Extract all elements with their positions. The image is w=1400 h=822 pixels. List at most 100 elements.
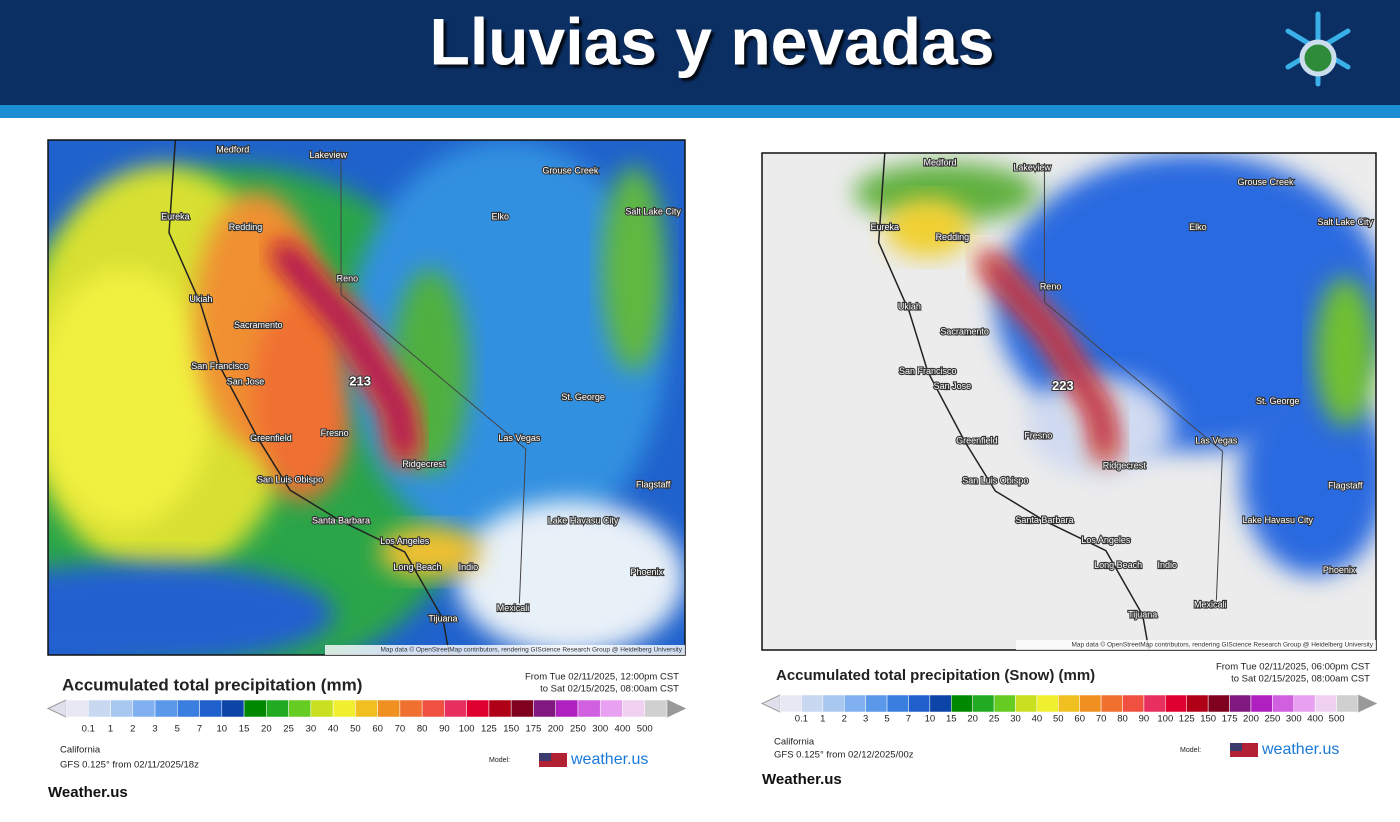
city-label: Reno [337,273,359,283]
flag-canton [1230,743,1242,751]
region: California [774,737,815,748]
city-label: Los Angeles [380,536,430,546]
scale-label: 90 [439,724,450,735]
city-label: San Francisco [191,361,249,371]
scale-swatch [310,699,334,718]
scale-swatch [1314,694,1337,713]
scale-label: 7 [197,724,202,735]
city-label: Fresno [1024,431,1052,441]
city-label: St. George [1256,396,1300,406]
city-label: St. George [561,392,605,402]
scale-swatch [243,699,267,718]
precip-area [455,500,685,655]
city-label: Los Angeles [1081,535,1131,545]
scale-label: 3 [152,724,157,735]
scale-label: 175 [526,724,542,735]
coastline [168,140,451,655]
scale-swatch [355,699,378,718]
map [762,153,1376,650]
scale-swatch [599,699,623,718]
brand: weather.us [570,751,648,768]
scale-label: 300 [1286,714,1302,725]
city-label: Grouse Creek [1237,177,1294,187]
scale-arrow-right [1357,694,1378,713]
scale-label: 7 [906,714,911,725]
precip-area [251,294,354,501]
scale-swatch [110,699,134,718]
city-label: Santa Barbara [1015,515,1073,525]
sierra-band [281,250,408,452]
scale-label: 500 [637,724,653,735]
scale-label: 100 [1157,714,1173,725]
scale-swatch [1036,694,1059,713]
state-border [340,150,527,604]
scale-swatch [1336,694,1359,713]
city-label: Las Vegas [498,433,541,443]
scale-swatch [444,699,467,718]
header-stripe [0,105,1400,118]
city-label: Greenfield [956,436,998,446]
scale-swatch [1250,694,1273,713]
slide-title: Lluvias y nevadas [430,4,995,78]
legend-title: Accumulated total precipitation (mm) [62,675,362,694]
scale-label: 125 [1179,714,1195,725]
scale-swatch [972,694,995,713]
scale-label: 50 [350,724,361,735]
scale-label: 250 [570,724,586,735]
scale-label: 30 [1010,714,1021,725]
scale-arrow-left [760,694,781,713]
scale-label: 500 [1329,714,1345,725]
legend-title: Accumulated total precipitation (Snow) (… [776,667,1095,684]
scale-swatch [510,699,534,718]
scale-swatch [221,699,245,718]
scale-swatch [908,694,931,713]
city-label: Medford [216,145,249,155]
scale-swatch [88,699,111,718]
city-label: Eureka [871,222,900,232]
city-label: Mexicali [497,603,530,613]
scale-swatch [886,694,909,713]
city-label: Redding [229,222,263,232]
scale-swatch [1229,694,1252,713]
scale-label: 300 [592,724,608,735]
scale-label: 2 [130,724,135,735]
precip-area [1314,277,1376,427]
scale-label: 60 [372,724,383,735]
precip-area [48,562,335,655]
scale-label: 60 [1074,714,1085,725]
scale-swatch [488,699,512,718]
scale-label: 200 [1243,714,1259,725]
scale-label: 40 [1032,714,1043,725]
city-label: Tijuana [1128,610,1157,620]
scale-swatch [843,694,866,713]
valid-from: From Tue 02/11/2025, 12:00pm CST [525,672,679,683]
scale-swatch [801,694,824,713]
city-label: Elko [1189,222,1207,232]
city-label: Sacramento [940,326,989,336]
scale-arrow-left [46,699,67,718]
scale-label: 0.1 [82,724,95,735]
scale-swatch [288,699,312,718]
scale-label: 200 [548,724,564,735]
coastline [877,153,1150,650]
snow-icon [1285,11,1351,87]
city-label: Phoenix [631,567,664,577]
scale-label: 15 [239,724,250,735]
city-label: Santa Barbara [312,515,370,525]
city-label: Greenfield [250,433,292,443]
city-label: Indio [1157,560,1177,570]
precip-area [1240,376,1376,576]
city-label: Long Beach [1094,560,1142,570]
scale-label: 5 [884,714,889,725]
scale-swatch [1122,694,1145,713]
scale-swatch [865,694,888,713]
scale-swatch [951,694,973,713]
sierra-band [987,260,1108,453]
precip-area [48,268,214,527]
brand: weather.us [1261,741,1339,758]
precip-area [602,165,666,372]
scale-swatch [399,699,423,718]
footer-brand: Weather.us [48,784,128,801]
scale-swatch [177,699,200,718]
